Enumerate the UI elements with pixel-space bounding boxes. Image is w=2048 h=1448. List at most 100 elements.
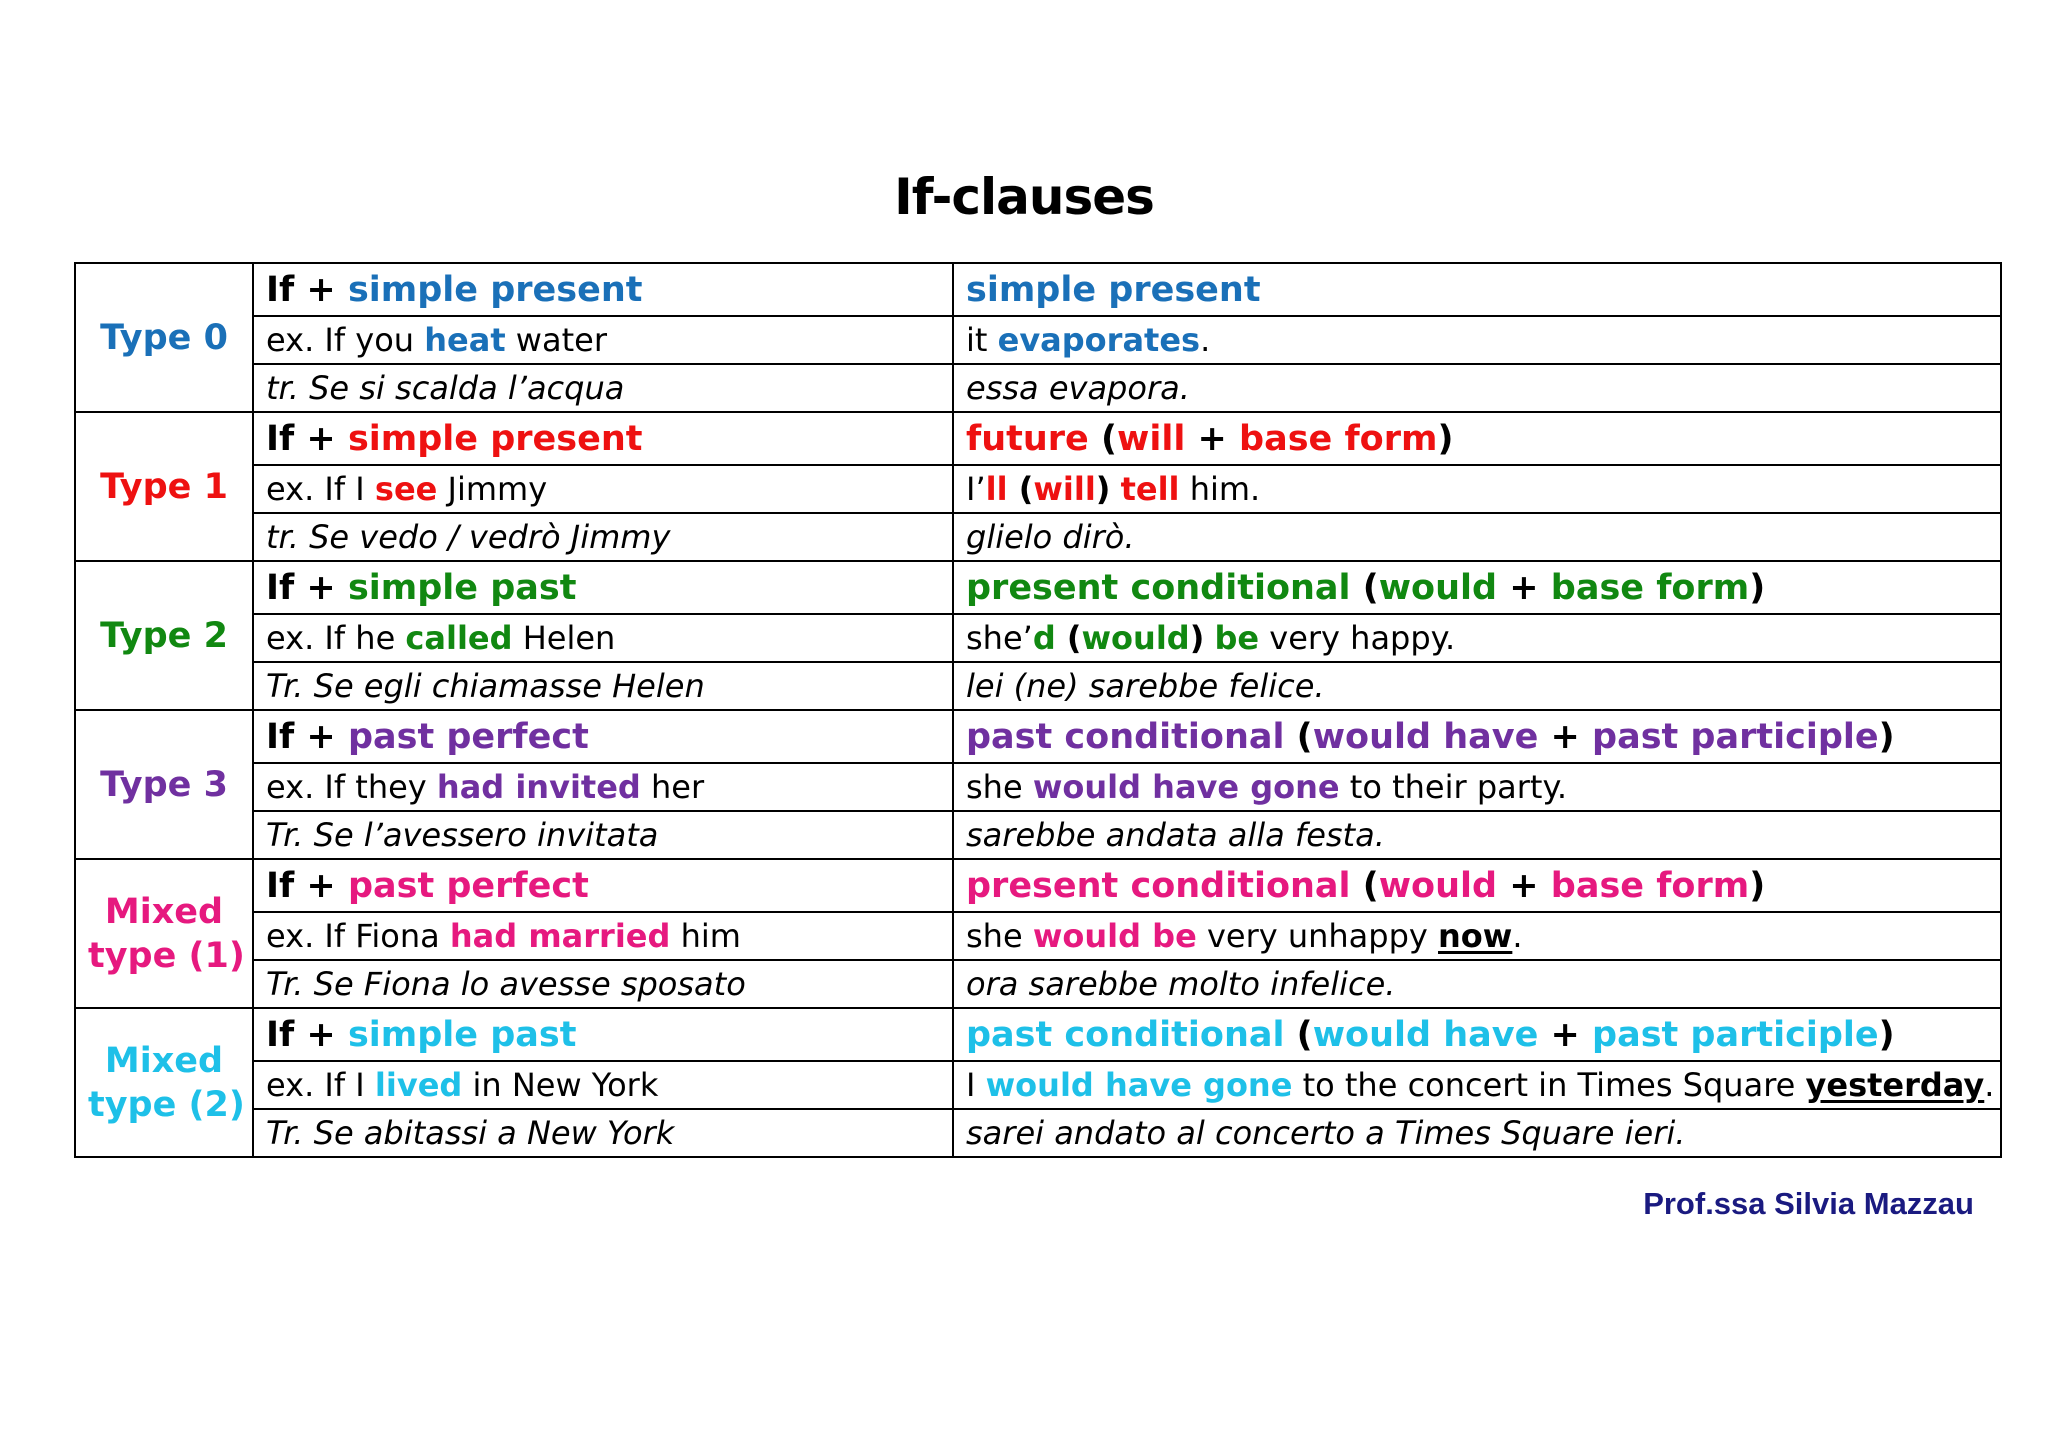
if-clause-formula: If + simple past bbox=[252, 1007, 954, 1062]
table-row-translation: Tr. Se Fiona lo avesse sposato ora sarebb… bbox=[75, 959, 2002, 1009]
type-label-line: Type 0 bbox=[100, 317, 228, 358]
main-clause-formula: past conditional (would have + past part… bbox=[952, 1007, 2002, 1062]
table-row-formula: Type 0 If + simple present simple present bbox=[74, 262, 2002, 413]
text-segment: present conditional bbox=[966, 865, 1351, 906]
if-clause-translation: Tr. Se egli chiamasse Helen bbox=[252, 661, 954, 711]
if-clause-formula: If + past perfect bbox=[252, 709, 954, 764]
text-segment: past perfect bbox=[347, 716, 589, 757]
type-label: Type 3 bbox=[74, 709, 254, 860]
text-segment: heat bbox=[424, 321, 506, 359]
text-segment: ( bbox=[1007, 470, 1034, 508]
text-segment: If + bbox=[266, 716, 348, 757]
text-segment: Helen bbox=[512, 619, 616, 657]
text-segment: she’ bbox=[966, 619, 1033, 657]
table-row-formula: Type 2 If + simple past present conditiona… bbox=[74, 560, 2002, 711]
text-segment: past participle bbox=[1592, 716, 1879, 757]
text-segment: it bbox=[966, 321, 998, 359]
text-segment: ex. If Fiona bbox=[266, 917, 450, 955]
type-label: Mixed type (2) bbox=[74, 1007, 254, 1158]
text-segment: him. bbox=[1179, 470, 1261, 508]
if-clause-example: ex. If Fiona had married him bbox=[252, 911, 954, 961]
text-segment: d bbox=[1032, 619, 1056, 657]
type-label-line: Type 3 bbox=[100, 764, 228, 805]
text-segment: ex. If I bbox=[266, 470, 375, 508]
text-segment: + bbox=[1497, 865, 1551, 906]
text-segment: ex. If I bbox=[266, 1066, 375, 1104]
text-segment: would bbox=[1378, 567, 1498, 608]
text-segment: If + bbox=[266, 865, 348, 906]
type-label: Type 2 bbox=[74, 560, 254, 711]
table-row-translation: tr. Se vedo / vedrò Jimmy glielo dirò. bbox=[75, 512, 2002, 562]
text-segment: I’ bbox=[966, 470, 986, 508]
text-segment: + bbox=[1538, 716, 1593, 757]
text-segment: ( bbox=[1350, 567, 1379, 608]
text-segment: called bbox=[405, 619, 513, 657]
text-segment: to the concert in Times Square bbox=[1292, 1066, 1806, 1104]
type-label-line: type (1) bbox=[88, 935, 245, 976]
type-label-line: Type 2 bbox=[100, 615, 228, 656]
main-clause-example: it evaporates. bbox=[952, 315, 2002, 365]
text-segment: would bbox=[1378, 865, 1498, 906]
text-segment: lived bbox=[374, 1066, 463, 1104]
text-segment: ( bbox=[1350, 865, 1379, 906]
text-segment: ( bbox=[1284, 716, 1313, 757]
text-segment: simple past bbox=[347, 1014, 577, 1055]
if-clause-formula: If + past perfect bbox=[252, 858, 954, 913]
text-segment: she bbox=[966, 768, 1033, 806]
text-segment bbox=[1204, 619, 1214, 657]
text-segment: had invited bbox=[436, 768, 641, 806]
table-row-formula: Type 1 If + simple present future (will + … bbox=[74, 411, 2002, 562]
type-label-line: Type 1 bbox=[100, 466, 228, 507]
if-clause-example: ex. If I see Jimmy bbox=[252, 464, 954, 514]
text-segment: ) bbox=[1189, 619, 1205, 657]
text-segment: + bbox=[1497, 567, 1551, 608]
table-row-example: ex. If he called Helen she’d (would) be v… bbox=[75, 613, 2002, 663]
text-segment: would have bbox=[1312, 716, 1539, 757]
text-segment: ) bbox=[1749, 567, 1766, 608]
if-clause-translation: tr. Se si scalda l’acqua bbox=[252, 363, 954, 413]
text-segment: past conditional bbox=[966, 716, 1285, 757]
text-segment: will bbox=[1033, 470, 1096, 508]
text-segment: yesterday bbox=[1805, 1066, 1985, 1104]
table-row-translation: Tr. Se egli chiamasse Helen lei (ne) sare… bbox=[75, 661, 2002, 711]
table-row-example: ex. If I see Jimmy I’ll (will) tell him. bbox=[75, 464, 2002, 514]
table-row-translation: tr. Se si scalda l’acqua essa evapora. bbox=[75, 363, 2002, 413]
text-segment: simple present bbox=[347, 269, 643, 310]
main-clause-example: I would have gone to the concert in Time… bbox=[952, 1060, 2002, 1110]
text-segment: simple past bbox=[347, 567, 577, 608]
if-clause-translation: tr. Se vedo / vedrò Jimmy bbox=[252, 512, 954, 562]
text-segment: water bbox=[505, 321, 607, 359]
table-row-example: ex. If they had invited her she would hav… bbox=[75, 762, 2002, 812]
if-clause-translation: Tr. Se Fiona lo avesse sposato bbox=[252, 959, 954, 1009]
text-segment: I bbox=[966, 1066, 986, 1104]
main-clause-translation: ora sarebbe molto infelice. bbox=[952, 959, 2002, 1009]
main-clause-formula: future (will + base form) bbox=[952, 411, 2002, 466]
if-clause-example: ex. If they had invited her bbox=[252, 762, 954, 812]
table-row-translation: Tr. Se l’avessero invitata sarebbe andata… bbox=[75, 810, 2002, 860]
main-clause-formula: simple present bbox=[952, 262, 2002, 317]
main-clause-example: she would have gone to their party. bbox=[952, 762, 2002, 812]
main-clause-translation: sarebbe andata alla festa. bbox=[952, 810, 2002, 860]
text-segment: base form bbox=[1550, 865, 1750, 906]
type-label: Type 0 bbox=[74, 262, 254, 413]
text-segment: simple present bbox=[966, 269, 1261, 310]
main-clause-translation: lei (ne) sarebbe felice. bbox=[952, 661, 2002, 711]
text-segment: ( bbox=[1088, 418, 1117, 459]
text-segment: ) bbox=[1749, 865, 1766, 906]
type-label-line: Mixed bbox=[104, 1040, 224, 1081]
text-segment bbox=[1110, 470, 1120, 508]
text-segment: to their party. bbox=[1339, 768, 1567, 806]
text-segment: . bbox=[1984, 1066, 1995, 1104]
text-segment: simple present bbox=[347, 418, 643, 459]
text-segment: tell bbox=[1120, 470, 1180, 508]
text-segment: would be bbox=[1032, 917, 1197, 955]
text-segment: ex. If they bbox=[266, 768, 437, 806]
if-clause-translation: Tr. Se abitassi a New York bbox=[252, 1108, 954, 1158]
text-segment: ex. If you bbox=[266, 321, 425, 359]
table-body: Type 0 If + simple present simple present e… bbox=[74, 262, 2002, 1158]
text-segment: base form bbox=[1239, 418, 1438, 459]
if-clauses-table: Type 0 If + simple present simple present e… bbox=[74, 262, 2002, 1158]
if-clause-translation: Tr. Se l’avessero invitata bbox=[252, 810, 954, 860]
main-clause-translation: glielo dirò. bbox=[952, 512, 2002, 562]
if-clause-formula: If + simple past bbox=[252, 560, 954, 615]
